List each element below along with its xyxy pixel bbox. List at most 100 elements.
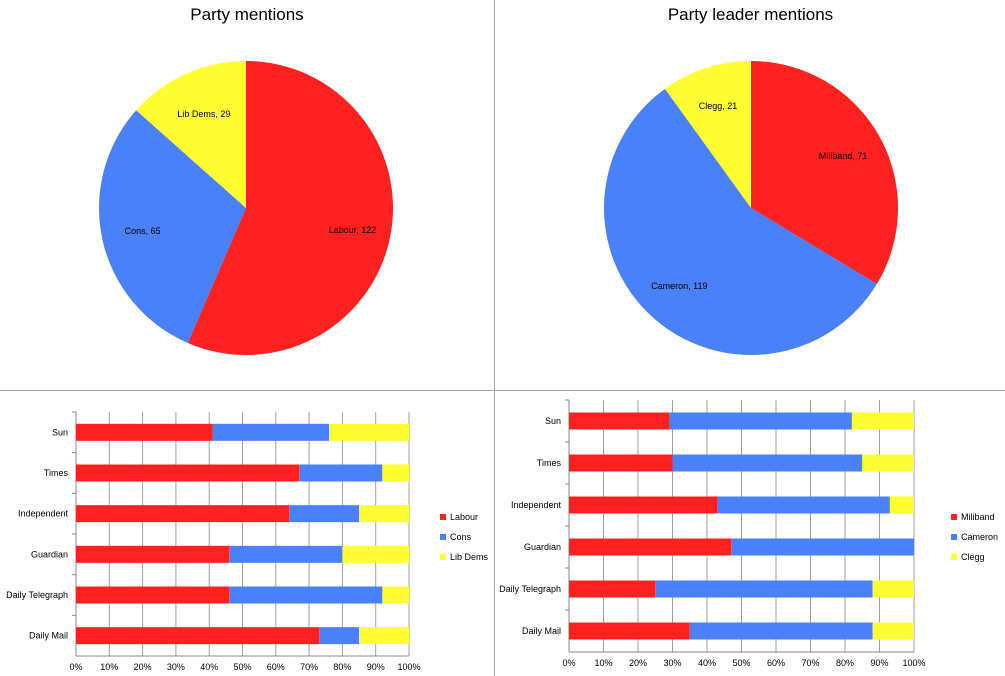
legend-swatch-cameron — [951, 534, 957, 540]
pie-slice-lib-dems — [136, 61, 246, 208]
bar-guardian-cons — [229, 545, 343, 563]
x-tick-label: 40% — [200, 662, 218, 672]
x-tick-label: 100% — [397, 662, 420, 672]
category-label: Independent — [18, 509, 69, 519]
category-label: Sun — [545, 416, 561, 426]
bar-sun-clegg — [851, 412, 914, 430]
bar-daily-mail-miliband — [569, 622, 690, 640]
x-tick-label: 50% — [233, 662, 251, 672]
pie-label-miliband: Miliband, 71 — [819, 151, 868, 161]
bar-daily-mail-labour — [76, 627, 320, 645]
category-label: Sun — [52, 427, 68, 437]
leader-mentions-bar-panel: Sun Times Independent Guardian Daily Telegra… — [496, 392, 1005, 676]
x-tick-label: 20% — [629, 658, 647, 668]
bar-times-clegg — [862, 454, 914, 472]
bar-guardian-lib-dems — [342, 545, 409, 563]
bar-guardian-cameron — [731, 538, 914, 556]
x-tick-label: 10% — [594, 658, 612, 668]
x-tick-label: 60% — [767, 658, 785, 668]
legend-label-lib-dems: Lib Dems — [450, 552, 489, 562]
bar-daily-mail-cons — [319, 627, 360, 645]
category-label: Times — [44, 468, 69, 478]
x-tick-label: 0% — [69, 662, 82, 672]
pie-slice-clegg — [664, 61, 751, 208]
pie-slice-miliband — [751, 61, 898, 285]
category-label: Times — [537, 458, 562, 468]
party-mentions-by-paper-chart: Sun Times Independent Guardian Daily Telegra… — [6, 411, 489, 672]
bar-sun-labour — [76, 423, 213, 441]
category-label: Daily Telegraph — [499, 584, 561, 594]
legend-swatch-miliband — [951, 514, 957, 520]
bar-daily-telegraph-lib-dems — [382, 586, 409, 604]
legend-label-clegg: Clegg — [961, 552, 985, 562]
bar-daily-mail-clegg — [872, 622, 914, 640]
bar-daily-telegraph-cons — [229, 586, 383, 604]
legend-label-miliband: Miliband — [961, 512, 995, 522]
x-tick-label: 70% — [300, 662, 318, 672]
pie-slice-cameron — [603, 88, 877, 356]
bar-daily-telegraph-clegg — [872, 580, 914, 598]
bar-daily-mail-lib-dems — [359, 627, 409, 645]
leader-mentions-pie-chart: Miliband, 71 Cameron, 119 Clegg, 21 — [603, 61, 898, 356]
bar-times-labour — [76, 464, 300, 482]
vertical-divider — [494, 0, 495, 676]
x-tick-label: 50% — [732, 658, 750, 668]
x-tick-label: 80% — [836, 658, 854, 668]
bar-independent-lib-dems — [359, 505, 409, 523]
bar-daily-telegraph-miliband — [569, 580, 656, 598]
party-mentions-pie-chart: Labour, 122 Cons, 65 Lib Dems, 29 — [99, 61, 394, 356]
bar-guardian-labour — [76, 545, 230, 563]
pie-label-lib-dems: Lib Dems, 29 — [177, 109, 230, 119]
x-tick-label: 80% — [333, 662, 351, 672]
legend-label-cons: Cons — [450, 532, 472, 542]
category-label: Guardian — [524, 542, 561, 552]
pie-slice-labour — [187, 61, 394, 356]
legend-swatch-labour — [440, 514, 446, 520]
leader-mentions-title: Party leader mentions — [667, 5, 834, 24]
pie-slice-cons — [99, 110, 247, 343]
x-tick-label: 90% — [870, 658, 888, 668]
bar-sun-miliband — [569, 412, 670, 430]
category-label: Daily Mail — [522, 626, 561, 636]
party-mentions-pie-panel: Party mentions Labour, 122 Cons, 65 Lib De… — [0, 0, 494, 390]
bar-times-cons — [299, 464, 383, 482]
leader-mentions-by-paper-chart: Sun Times Independent Guardian Daily Telegra… — [499, 399, 998, 668]
bar-sun-lib-dems — [329, 423, 409, 441]
bar-independent-cons — [289, 505, 360, 523]
bar-independent-clegg — [889, 496, 914, 514]
x-tick-label: 90% — [367, 662, 385, 672]
x-tick-label: 60% — [267, 662, 285, 672]
x-tick-label: 40% — [698, 658, 716, 668]
x-tick-label: 70% — [801, 658, 819, 668]
legend-swatch-lib-dems — [440, 554, 446, 560]
bar-independent-cameron — [717, 496, 890, 514]
legend-swatch-clegg — [951, 554, 957, 560]
x-tick-label: 0% — [562, 658, 575, 668]
bar-times-lib-dems — [382, 464, 409, 482]
bar-independent-miliband — [569, 496, 718, 514]
pie-label-cons: Cons, 65 — [125, 226, 161, 236]
pie-label-clegg: Clegg, 21 — [699, 101, 738, 111]
x-tick-label: 20% — [134, 662, 152, 672]
x-tick-label: 10% — [100, 662, 118, 672]
bar-daily-telegraph-labour — [76, 586, 230, 604]
party-mentions-title: Party mentions — [190, 5, 304, 24]
x-tick-label: 30% — [167, 662, 185, 672]
party-mentions-bar-panel: Sun Times Independent Guardian Daily Telegra… — [0, 392, 494, 676]
pie-label-cameron: Cameron, 119 — [651, 281, 707, 291]
legend-label-labour: Labour — [450, 512, 478, 522]
legend-swatch-cons — [440, 534, 446, 540]
bar-times-cameron — [672, 454, 863, 472]
category-label: Daily Mail — [29, 631, 68, 641]
bar-independent-labour — [76, 505, 290, 523]
x-tick-label: 30% — [663, 658, 681, 668]
horizontal-divider — [0, 390, 1005, 391]
leader-mentions-pie-panel: Party leader mentions Miliband, 71 Camero… — [496, 0, 1005, 390]
category-label: Independent — [511, 500, 562, 510]
bar-sun-cameron — [669, 412, 852, 430]
x-tick-label: 100% — [902, 658, 925, 668]
pie-label-labour: Labour, 122 — [329, 225, 377, 235]
bar-times-miliband — [569, 454, 673, 472]
bar-sun-cons — [212, 423, 330, 441]
bar-guardian-miliband — [569, 538, 732, 556]
